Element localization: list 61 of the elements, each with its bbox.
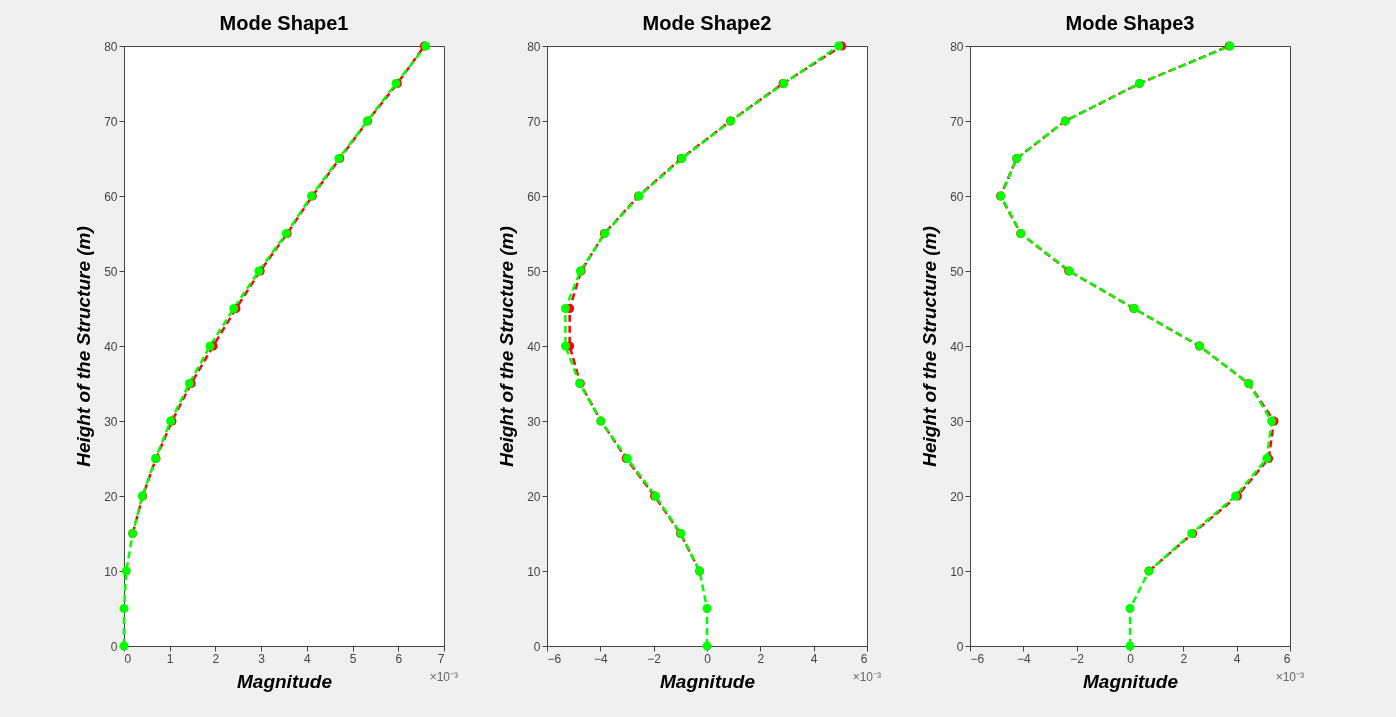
y-tick-label: 0 <box>956 639 964 654</box>
y-axis-title: Height of the Structure (m) <box>496 226 518 467</box>
chart-title: Mode Shape1 <box>219 12 349 34</box>
x-tick-label: 4 <box>810 651 818 666</box>
y-tick-label: 70 <box>104 114 118 129</box>
x-tick-label: 6 <box>1283 651 1291 666</box>
x-tick-label: −4 <box>1016 651 1031 666</box>
x-tick-label: 4 <box>304 651 312 666</box>
x-tick-label: 7 <box>437 651 445 666</box>
x-tick-label: 0 <box>124 651 132 666</box>
y-tick-label: 10 <box>950 564 964 579</box>
x-tick-label: 0 <box>1127 651 1135 666</box>
y-tick-label: 50 <box>950 264 964 279</box>
y-tick-label: 20 <box>950 489 964 504</box>
text: ×10⁻³ <box>429 670 458 684</box>
y-tick-label: 50 <box>527 264 541 279</box>
y-tick-label: 10 <box>104 564 118 579</box>
x-tick-label: −6 <box>547 651 562 666</box>
x-tick-label: 4 <box>1233 651 1241 666</box>
y-tick-label: 70 <box>950 114 964 129</box>
x-axis-title: Magnitude <box>1083 670 1179 692</box>
x-tick-label: 5 <box>349 651 357 666</box>
x-axis-title: Magnitude <box>660 670 756 692</box>
y-tick-label: 30 <box>104 414 118 429</box>
y-tick-label: 80 <box>527 39 541 54</box>
y-tick-label: 40 <box>950 339 964 354</box>
x-tick-label: 2 <box>1180 651 1188 666</box>
y-axis-title: Height of the Structure (m) <box>919 226 941 467</box>
y-tick-label: 60 <box>104 189 118 204</box>
y-tick-label: 50 <box>104 264 118 279</box>
x-tick-label: 2 <box>757 651 765 666</box>
chart-title: Mode Shape3 <box>1065 12 1195 34</box>
y-tick-label: 80 <box>950 39 964 54</box>
y-tick-label: 20 <box>527 489 541 504</box>
text: ×10⁻³ <box>852 670 881 684</box>
text: ×10⁻³ <box>1275 670 1304 684</box>
x-tick-label: −2 <box>647 651 662 666</box>
x-tick-label: −2 <box>1070 651 1085 666</box>
x-tick-label: 3 <box>258 651 266 666</box>
y-tick-label: 0 <box>110 639 118 654</box>
y-tick-label: 30 <box>527 414 541 429</box>
y-tick-label: 0 <box>533 639 541 654</box>
x-tick-label: 2 <box>212 651 220 666</box>
y-tick-label: 10 <box>527 564 541 579</box>
y-tick-label: 70 <box>527 114 541 129</box>
y-tick-label: 40 <box>104 339 118 354</box>
x-tick-label: 0 <box>704 651 712 666</box>
y-tick-label: 80 <box>104 39 118 54</box>
x-tick-label: 6 <box>395 651 403 666</box>
chart-title: Mode Shape2 <box>642 12 772 34</box>
y-tick-label: 30 <box>950 414 964 429</box>
y-tick-label: 60 <box>950 189 964 204</box>
x-tick-label: 6 <box>860 651 868 666</box>
x-tick-label: 1 <box>166 651 174 666</box>
x-tick-label: −6 <box>970 651 985 666</box>
x-axis-title: Magnitude <box>237 670 333 692</box>
y-axis-title: Height of the Structure (m) <box>73 226 95 467</box>
y-tick-label: 60 <box>527 189 541 204</box>
y-tick-label: 20 <box>104 489 118 504</box>
x-tick-label: −4 <box>593 651 608 666</box>
y-tick-label: 40 <box>527 339 541 354</box>
